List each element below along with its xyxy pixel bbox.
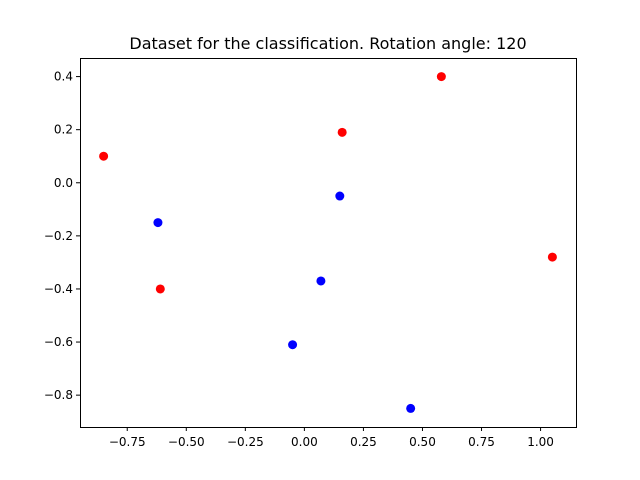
y-tick-label: −0.4	[44, 282, 73, 296]
red-data-point	[99, 151, 109, 161]
blue-data-point	[288, 340, 298, 350]
data-points	[99, 72, 557, 413]
blue-data-point	[406, 403, 416, 413]
red-data-point	[547, 252, 557, 262]
blue-data-point	[335, 191, 345, 201]
chart-title: Dataset for the classification. Rotation…	[129, 34, 526, 53]
red-data-point	[436, 72, 446, 82]
x-tick-label: 0.75	[468, 435, 495, 449]
y-tick-label: −0.8	[44, 388, 73, 402]
y-tick-label: 0.4	[54, 70, 73, 84]
x-tick-label: 1.00	[527, 435, 554, 449]
x-axis: −0.75 −0.50 −0.25 0.00 0.25 0.50 0.75 1.00	[109, 427, 554, 449]
y-axis: −0.8 −0.6 −0.4 −0.2 0.0 0.2 0.4	[44, 70, 80, 402]
x-tick-label: 0.00	[291, 435, 318, 449]
y-tick-label: −0.6	[44, 335, 73, 349]
red-data-point	[155, 284, 165, 294]
plot-frame	[80, 58, 577, 428]
y-tick-label: −0.2	[44, 229, 73, 243]
x-tick-label: −0.75	[109, 435, 146, 449]
y-tick-label: 0.2	[54, 123, 73, 137]
x-tick-label: −0.50	[168, 435, 205, 449]
red-data-point	[337, 127, 347, 137]
y-tick-label: 0.0	[54, 176, 73, 190]
blue-data-point	[153, 218, 163, 228]
x-tick-label: −0.25	[227, 435, 264, 449]
x-tick-label: 0.50	[409, 435, 436, 449]
x-tick-label: 0.25	[350, 435, 377, 449]
blue-data-point	[316, 276, 326, 286]
